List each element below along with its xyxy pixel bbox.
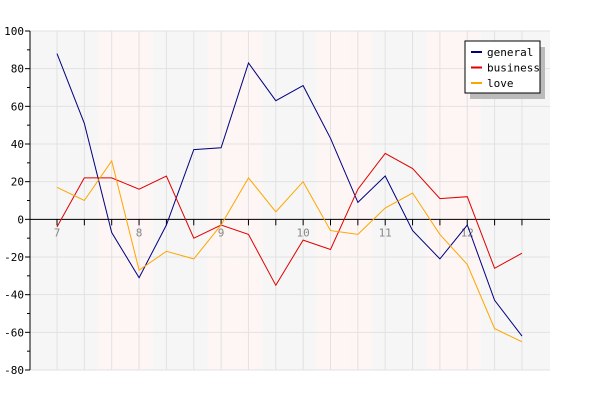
y-tick-label: -80 — [4, 364, 24, 377]
background-band — [30, 31, 71, 370]
y-tick-label: 20 — [11, 176, 24, 189]
legend-label-love: love — [487, 77, 514, 90]
x-tick-label: 9 — [218, 226, 225, 239]
y-tick-label: 80 — [11, 63, 24, 76]
y-tick-label: -60 — [4, 326, 24, 339]
x-tick-label: 11 — [379, 226, 392, 239]
series-line-general — [56, 53, 523, 337]
y-tick-label: -40 — [4, 289, 24, 302]
grid-lines — [30, 30, 550, 371]
y-tick-label: 60 — [11, 100, 24, 113]
legend-label-general: general — [487, 46, 533, 59]
legend: general business love — [464, 40, 545, 99]
y-tick-label: 40 — [11, 138, 24, 151]
y-tick-label: 100 — [4, 25, 24, 38]
x-tick-label: 8 — [136, 226, 143, 239]
series-line-love — [56, 159, 523, 343]
series-lines — [56, 53, 523, 343]
y-tick-label: 0 — [17, 213, 24, 226]
legend-label-business: business — [487, 62, 540, 75]
x-tick-label: 10 — [297, 226, 310, 239]
y-tick-label: -20 — [4, 251, 24, 264]
series-line-business — [56, 152, 523, 287]
x-tick-label: 7 — [54, 226, 61, 239]
